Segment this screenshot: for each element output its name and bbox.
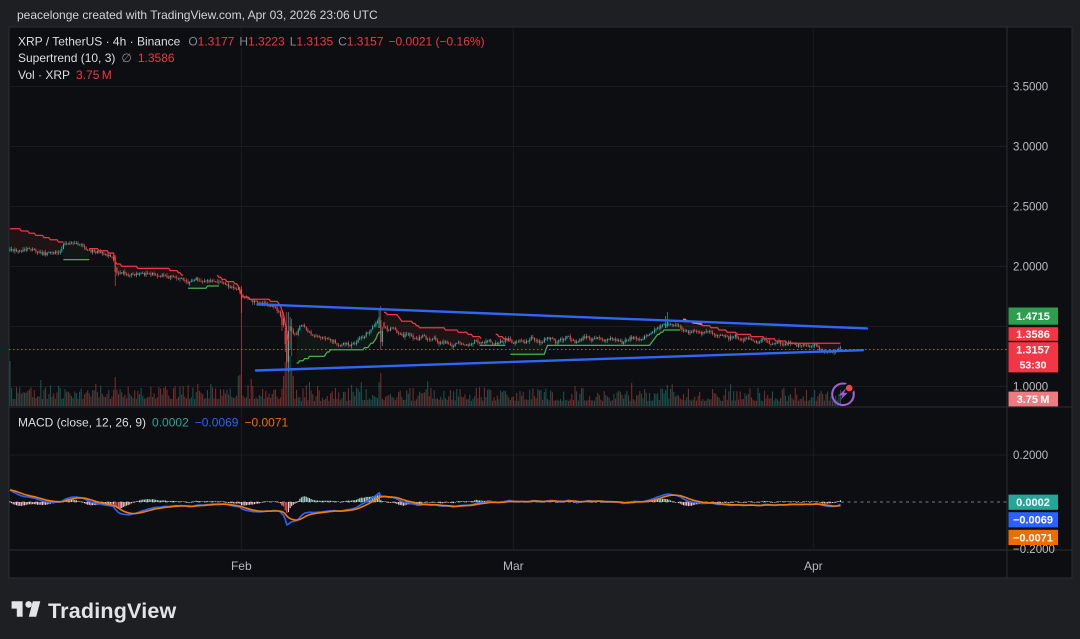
svg-text:−0.0069: −0.0069	[1013, 515, 1053, 527]
svg-text:MACD (close, 12, 26, 9)0.0002−: MACD (close, 12, 26, 9) 0.0002 −0.0069 −0.0…	[18, 416, 289, 430]
svg-text:Mar: Mar	[503, 559, 524, 573]
svg-text:0.0002: 0.0002	[1016, 497, 1050, 509]
svg-text:2.0000: 2.0000	[1013, 262, 1048, 274]
svg-text:−0.2000: −0.2000	[1013, 544, 1055, 556]
svg-text:Supertrend (10, 3)∅1.3586: Supertrend (10, 3) ∅ 1.3586	[18, 51, 175, 65]
svg-text:1.4715: 1.4715	[1016, 311, 1050, 323]
svg-text:1.0000: 1.0000	[1013, 382, 1048, 394]
svg-text:53:30: 53:30	[1020, 360, 1047, 372]
svg-text:3.0000: 3.0000	[1013, 142, 1048, 154]
svg-text:3.75 M: 3.75 M	[1017, 394, 1050, 406]
svg-text:2.5000: 2.5000	[1013, 202, 1048, 214]
svg-text:3.5000: 3.5000	[1013, 82, 1048, 94]
svg-text:peacelonge created with Tradin: peacelonge created with TradingView.com,…	[17, 8, 378, 22]
svg-text:Feb: Feb	[231, 559, 252, 573]
svg-text:−0.0071: −0.0071	[1013, 532, 1053, 544]
svg-text:TradingView: TradingView	[48, 599, 177, 623]
svg-text:1.3586: 1.3586	[1016, 329, 1050, 341]
svg-text:Apr: Apr	[804, 559, 823, 573]
svg-text:1.3157: 1.3157	[1016, 345, 1050, 357]
svg-text:0.2000: 0.2000	[1013, 450, 1048, 462]
